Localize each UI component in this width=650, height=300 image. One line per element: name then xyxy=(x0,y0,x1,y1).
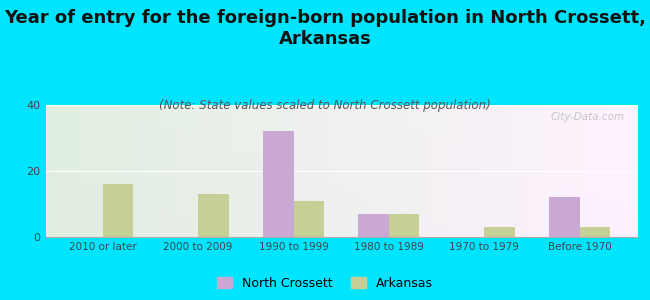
Bar xyxy=(263,131,294,237)
Bar xyxy=(389,214,419,237)
Text: City-Data.com: City-Data.com xyxy=(551,112,625,122)
Bar xyxy=(549,197,580,237)
Bar xyxy=(358,214,389,237)
Bar xyxy=(294,201,324,237)
Bar xyxy=(484,227,515,237)
Bar xyxy=(198,194,229,237)
Bar xyxy=(103,184,133,237)
Text: (Note: State values scaled to North Crossett population): (Note: State values scaled to North Cros… xyxy=(159,99,491,112)
Text: Year of entry for the foreign-born population in North Crossett,
Arkansas: Year of entry for the foreign-born popul… xyxy=(4,9,646,48)
Legend: North Crossett, Arkansas: North Crossett, Arkansas xyxy=(213,273,437,294)
Bar xyxy=(580,227,610,237)
